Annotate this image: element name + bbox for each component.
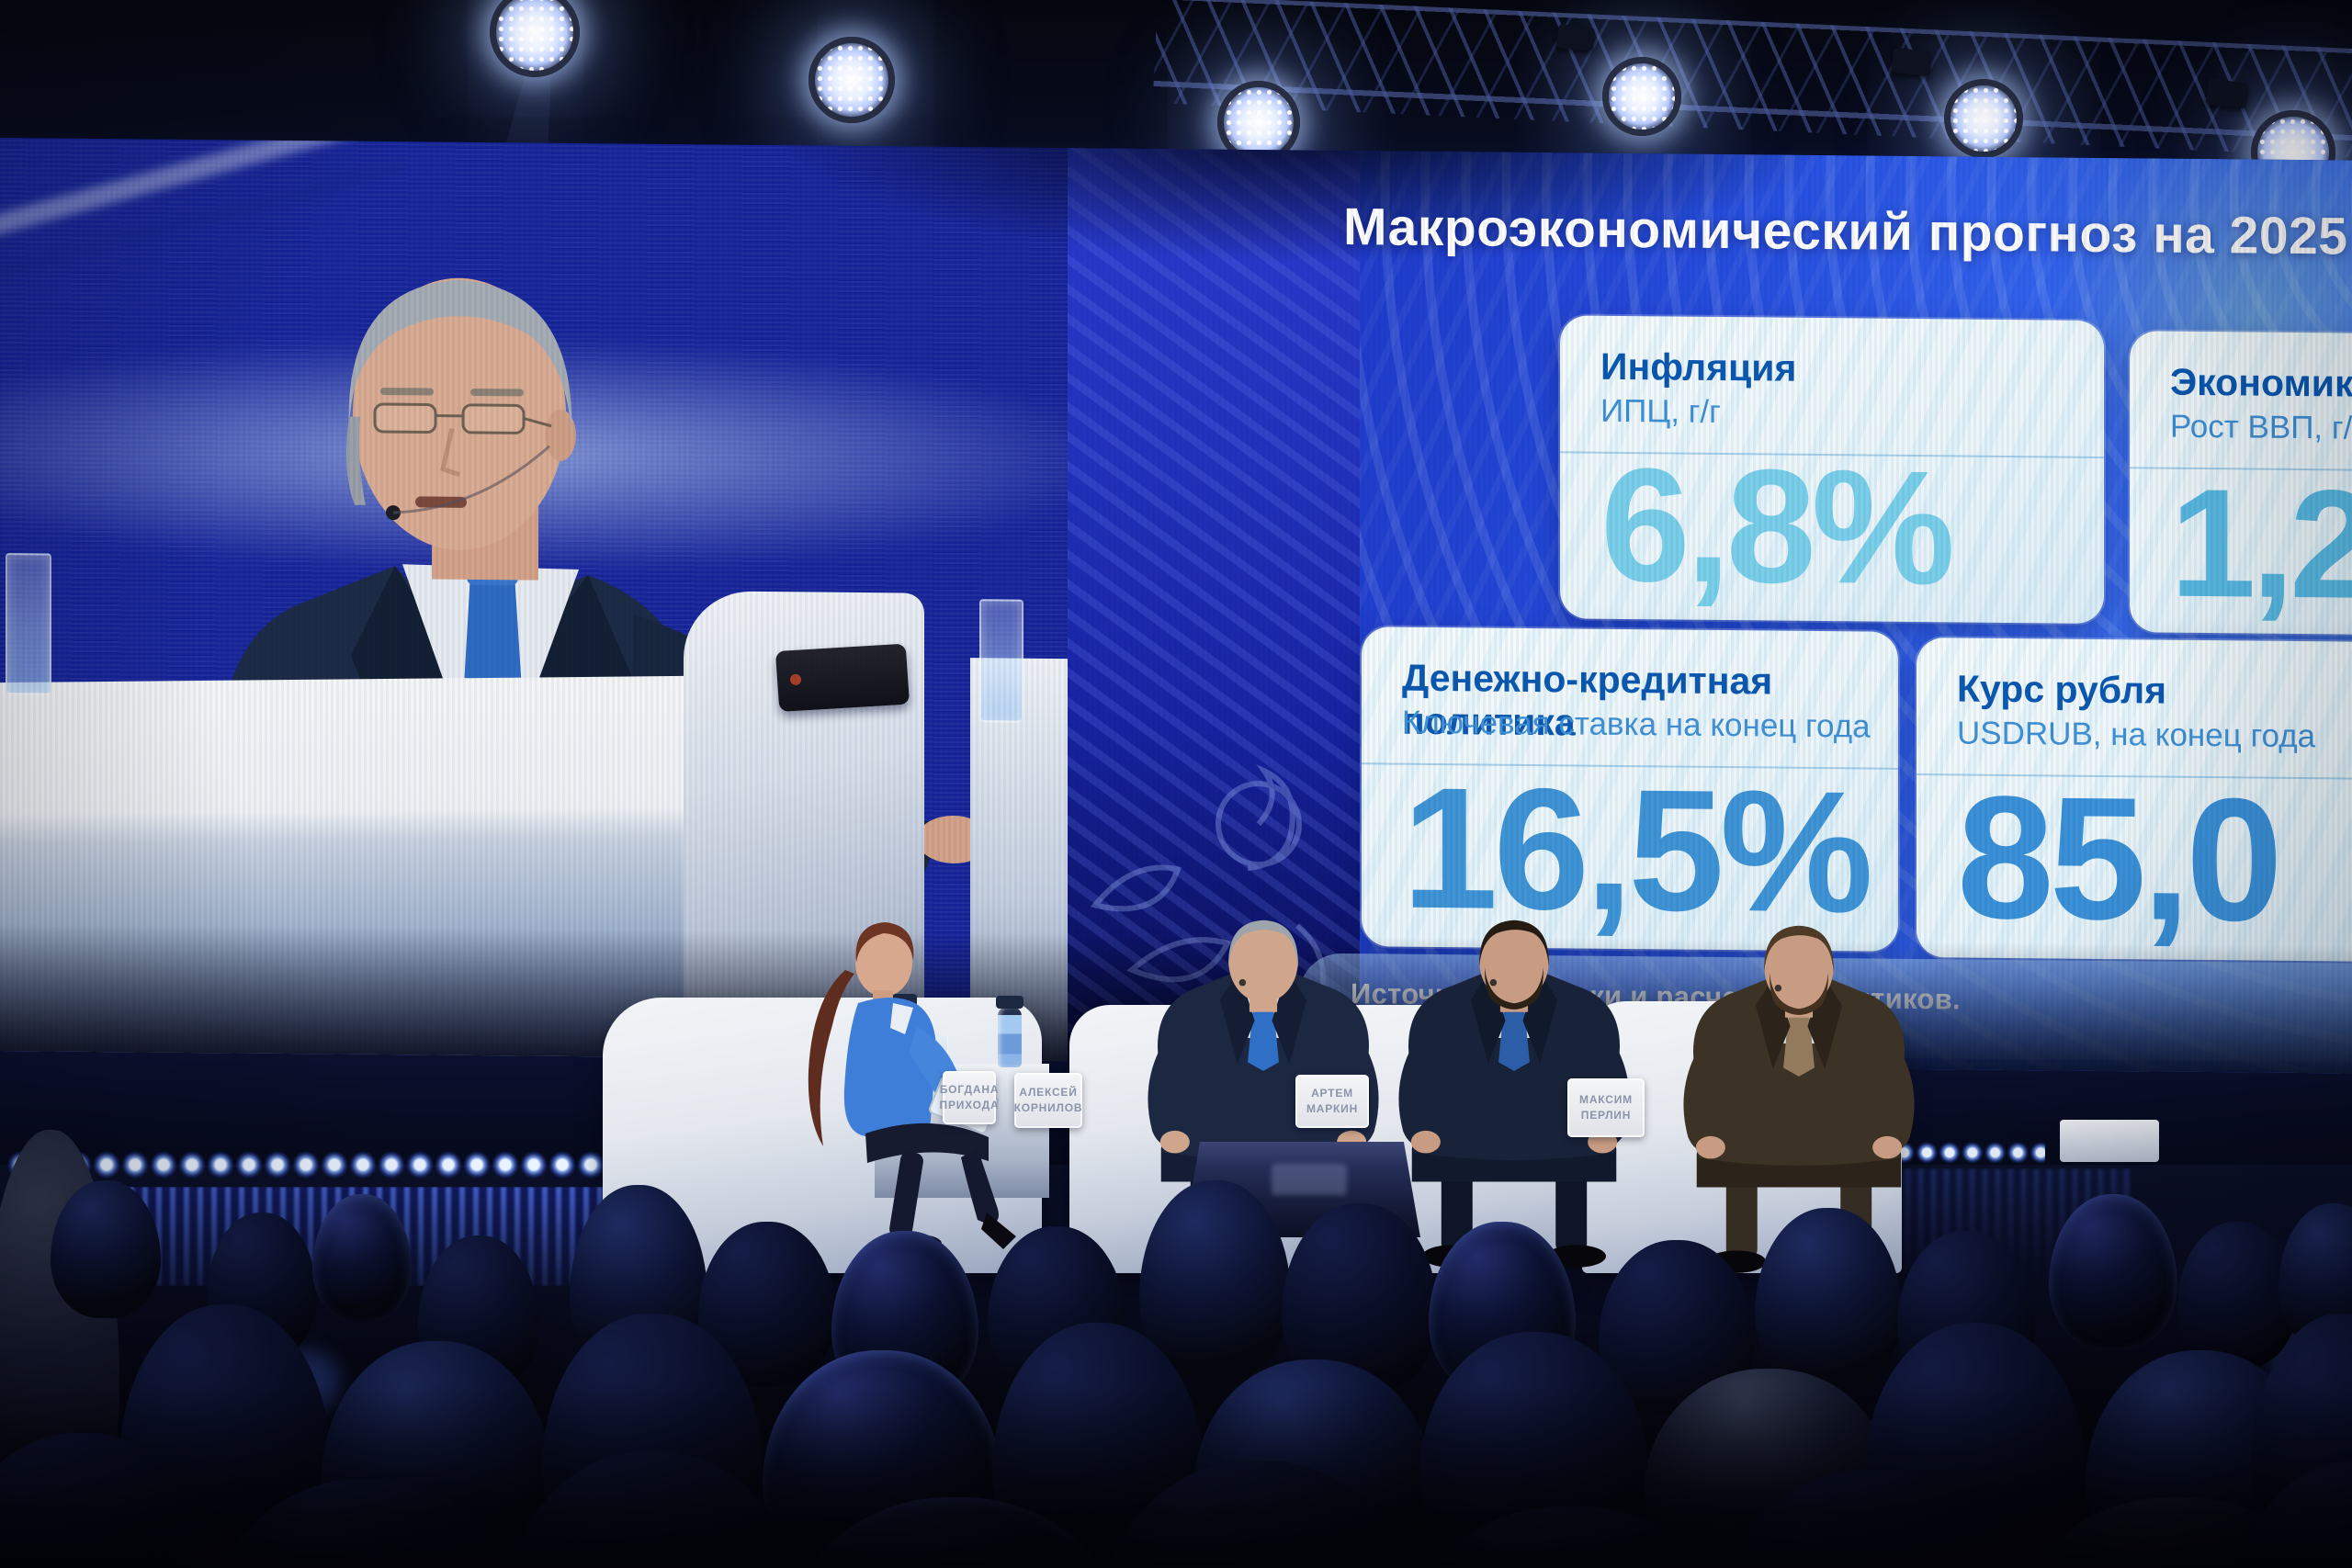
- video-white-table: [0, 675, 687, 1062]
- stage-spotlight: [490, 0, 580, 77]
- name-plate: МАКСИМ ПЕРЛИН: [1567, 1078, 1645, 1137]
- speaker-video-feed: [0, 138, 1068, 1062]
- audience-head: [2049, 1194, 2177, 1350]
- name-plate: АЛЕКСЕЙ КОРНИЛОВ: [1014, 1073, 1082, 1128]
- card-sublabel: USDRUB, на конец года: [1957, 715, 2316, 755]
- audience-head: [1139, 1180, 1291, 1382]
- name-plate: АРТЕМ МАРКИН: [1295, 1075, 1369, 1128]
- card-value: 16,5%: [1402, 750, 1870, 949]
- moderator-ponytail: [808, 970, 854, 1146]
- card-value: 1,2%: [2170, 456, 2352, 633]
- card-value: 6,8%: [1600, 434, 1951, 619]
- stage-spotlight: [808, 37, 895, 123]
- speaker-face: [353, 277, 566, 550]
- card-monetary-policy: Денежно-кредитная политика Ключевая став…: [1362, 626, 1898, 952]
- water-glass: [6, 553, 51, 695]
- moderator-heel: [981, 1213, 1016, 1249]
- slide-title: Макроэкономический прогноз на 2025: [1343, 197, 2348, 266]
- card-sublabel: ИПЦ, г/г: [1600, 392, 1721, 430]
- audience-head: [312, 1194, 412, 1323]
- podium-logo-mark: [1272, 1164, 1347, 1195]
- audience-head: [1755, 1208, 1902, 1392]
- card-label: Экономика: [2170, 360, 2352, 405]
- moderator-jacket: [843, 998, 937, 1139]
- speaker-mouth: [415, 496, 467, 508]
- light-fixture: [1555, 23, 1596, 52]
- card-economy: Экономика Рост ВВП, г/г 1,2%: [2130, 331, 2352, 637]
- side-table-right: [2060, 1120, 2159, 1162]
- stage-spotlight: [1944, 79, 2023, 158]
- led-screen: Макроэкономический прогноз на 2025 Инфля…: [0, 138, 2352, 1074]
- presenter-clicker: [775, 643, 910, 713]
- water-bottle: [996, 996, 1023, 1067]
- folk-pattern: [1090, 763, 1327, 998]
- stage-spotlight: [1602, 57, 1681, 136]
- audience-head: [51, 1180, 161, 1318]
- card-ruble-rate: Курс рубля USDRUB, на конец года 85,0: [1917, 637, 2352, 963]
- speaker-hair: [348, 279, 572, 437]
- card-label: Инфляция: [1600, 344, 1797, 389]
- screen-decor-band: [1068, 148, 1360, 1065]
- audience-head: [2177, 1222, 2297, 1369]
- speaker-ear: [545, 409, 576, 461]
- light-fixture: [2205, 78, 2249, 109]
- card-sublabel: Ключевая ставка на конец года: [1402, 704, 1871, 745]
- audience-fade: [0, 1384, 2352, 1568]
- card-sublabel: Рост ВВП, г/г: [2170, 408, 2352, 446]
- speaker-glasses: [373, 402, 437, 434]
- card-value: 85,0: [1957, 760, 2278, 958]
- card-label: Курс рубля: [1957, 667, 2167, 712]
- light-fixture: [1891, 47, 1933, 77]
- water-glass: [979, 599, 1023, 723]
- name-plate: БОГДАНА ПРИХОДА: [940, 1071, 999, 1124]
- card-inflation: Инфляция ИПЦ, г/г 6,8%: [1560, 315, 2104, 624]
